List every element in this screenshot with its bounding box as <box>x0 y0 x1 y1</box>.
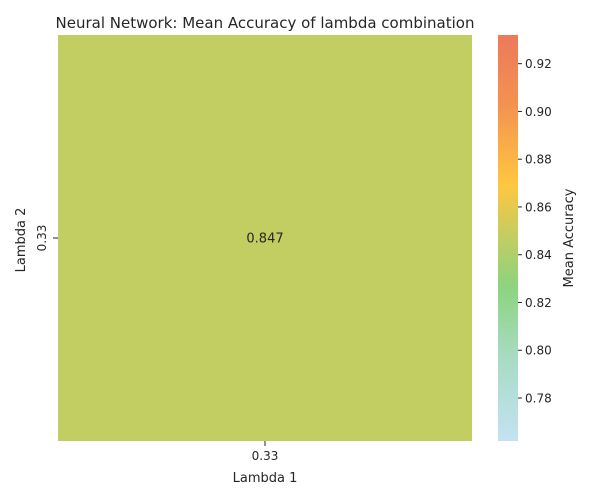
y-axis-ticks: 0.33 <box>35 225 58 252</box>
colorbar-tick-label: 0.82 <box>525 296 552 310</box>
chart-title: Neural Network: Mean Accuracy of lambda … <box>56 14 475 32</box>
x-tick-label: 0.33 <box>252 449 279 463</box>
y-tick-label: 0.33 <box>35 225 49 252</box>
colorbar-label: Mean Accuracy <box>562 188 577 287</box>
x-axis-label: Lambda 1 <box>233 471 298 486</box>
cell-value-label: 0.847 <box>246 232 283 247</box>
colorbar-tick-label: 0.88 <box>525 153 552 167</box>
colorbar <box>498 35 518 441</box>
colorbar-tick-label: 0.84 <box>525 248 552 262</box>
colorbar-tick-label: 0.86 <box>525 200 552 214</box>
colorbar-ticks: 0.78 0.80 0.82 0.84 0.86 0.88 0.90 0.92 <box>518 57 552 406</box>
colorbar-tick-label: 0.78 <box>525 392 552 406</box>
heatmap-cell <box>58 35 472 441</box>
colorbar-tick-label: 0.90 <box>525 105 552 119</box>
heatmap-cells: 0.847 <box>58 35 472 441</box>
x-axis-ticks: 0.33 <box>252 441 279 463</box>
colorbar-tick-label: 0.92 <box>525 57 552 71</box>
y-axis-label: Lambda 2 <box>14 208 29 273</box>
colorbar-tick-label: 0.80 <box>525 344 552 358</box>
